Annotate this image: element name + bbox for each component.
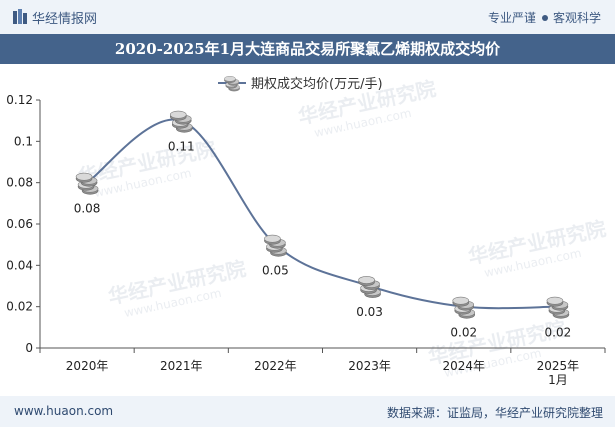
data-label: 0.08 [74, 202, 101, 216]
top-bar: 华经情报网 专业严谨 客观科学 [0, 0, 615, 34]
data-point-marker [169, 110, 193, 133]
data-source: 数据来源：证监局，华经产业研究院整理 [386, 406, 603, 420]
data-label: 0.03 [356, 305, 383, 319]
y-tick-label: 0.12 [6, 93, 33, 107]
y-tick-label: 0.04 [6, 258, 33, 272]
footer-site-link[interactable]: www.huaon.com [14, 404, 114, 418]
data-point-marker [358, 276, 381, 298]
y-tick-label: 0.06 [6, 217, 33, 231]
title-bar: 2020-2025年1月大连商品交易所聚氯乙烯期权成交均价 [0, 34, 615, 64]
data-label: 0.02 [450, 326, 477, 340]
data-point-marker [546, 296, 570, 319]
slogan-dot-icon [541, 15, 548, 21]
slogan-left: 专业严谨 [487, 11, 536, 25]
brand-name: 华经情报网 [32, 12, 98, 27]
data-label: 0.02 [545, 326, 572, 340]
x-tick-label: 2021年 [160, 359, 203, 373]
data-point-marker [452, 296, 476, 319]
chart-legend: 期权成交均价(万元/手) [218, 76, 383, 92]
y-tick-label: 0.02 [6, 300, 33, 314]
data-point-marker [264, 234, 287, 257]
data-label: 0.05 [262, 264, 289, 278]
y-tick-label: 0 [25, 341, 33, 355]
chart-title: 2020-2025年1月大连商品交易所聚氯乙烯期权成交均价 [114, 40, 501, 58]
data-point-marker [75, 172, 99, 195]
slogan-right: 客观科学 [552, 11, 601, 25]
legend-label: 期权成交均价(万元/手) [251, 76, 383, 92]
x-tick-label: 2023年 [348, 359, 391, 373]
x-tick-label: 2020年 [66, 359, 109, 373]
x-tick-label: 2025年 1月 [537, 359, 580, 387]
legend-marker-icon [224, 76, 240, 92]
huajing-logo-icon [13, 9, 27, 24]
data-label: 0.11 [168, 140, 195, 154]
y-tick-label: 0.08 [6, 176, 33, 190]
chart-axes: 0 0.02 0.04 0.06 0.08 0.1 0.12 2020年 2021年 2022年 2… [6, 93, 606, 387]
slogan: 专业严谨 客观科学 [488, 9, 601, 26]
footer-bar: www.huaon.com 数据来源：证监局，华经产业研究院整理 [0, 396, 615, 427]
x-tick-label: 2024年 [442, 359, 485, 373]
chart-series: 0.08 0.11 0.05 0.03 0.02 0.02 [74, 110, 572, 340]
x-tick-label: 2022年 [254, 359, 297, 373]
y-tick-label: 0.1 [14, 134, 33, 148]
